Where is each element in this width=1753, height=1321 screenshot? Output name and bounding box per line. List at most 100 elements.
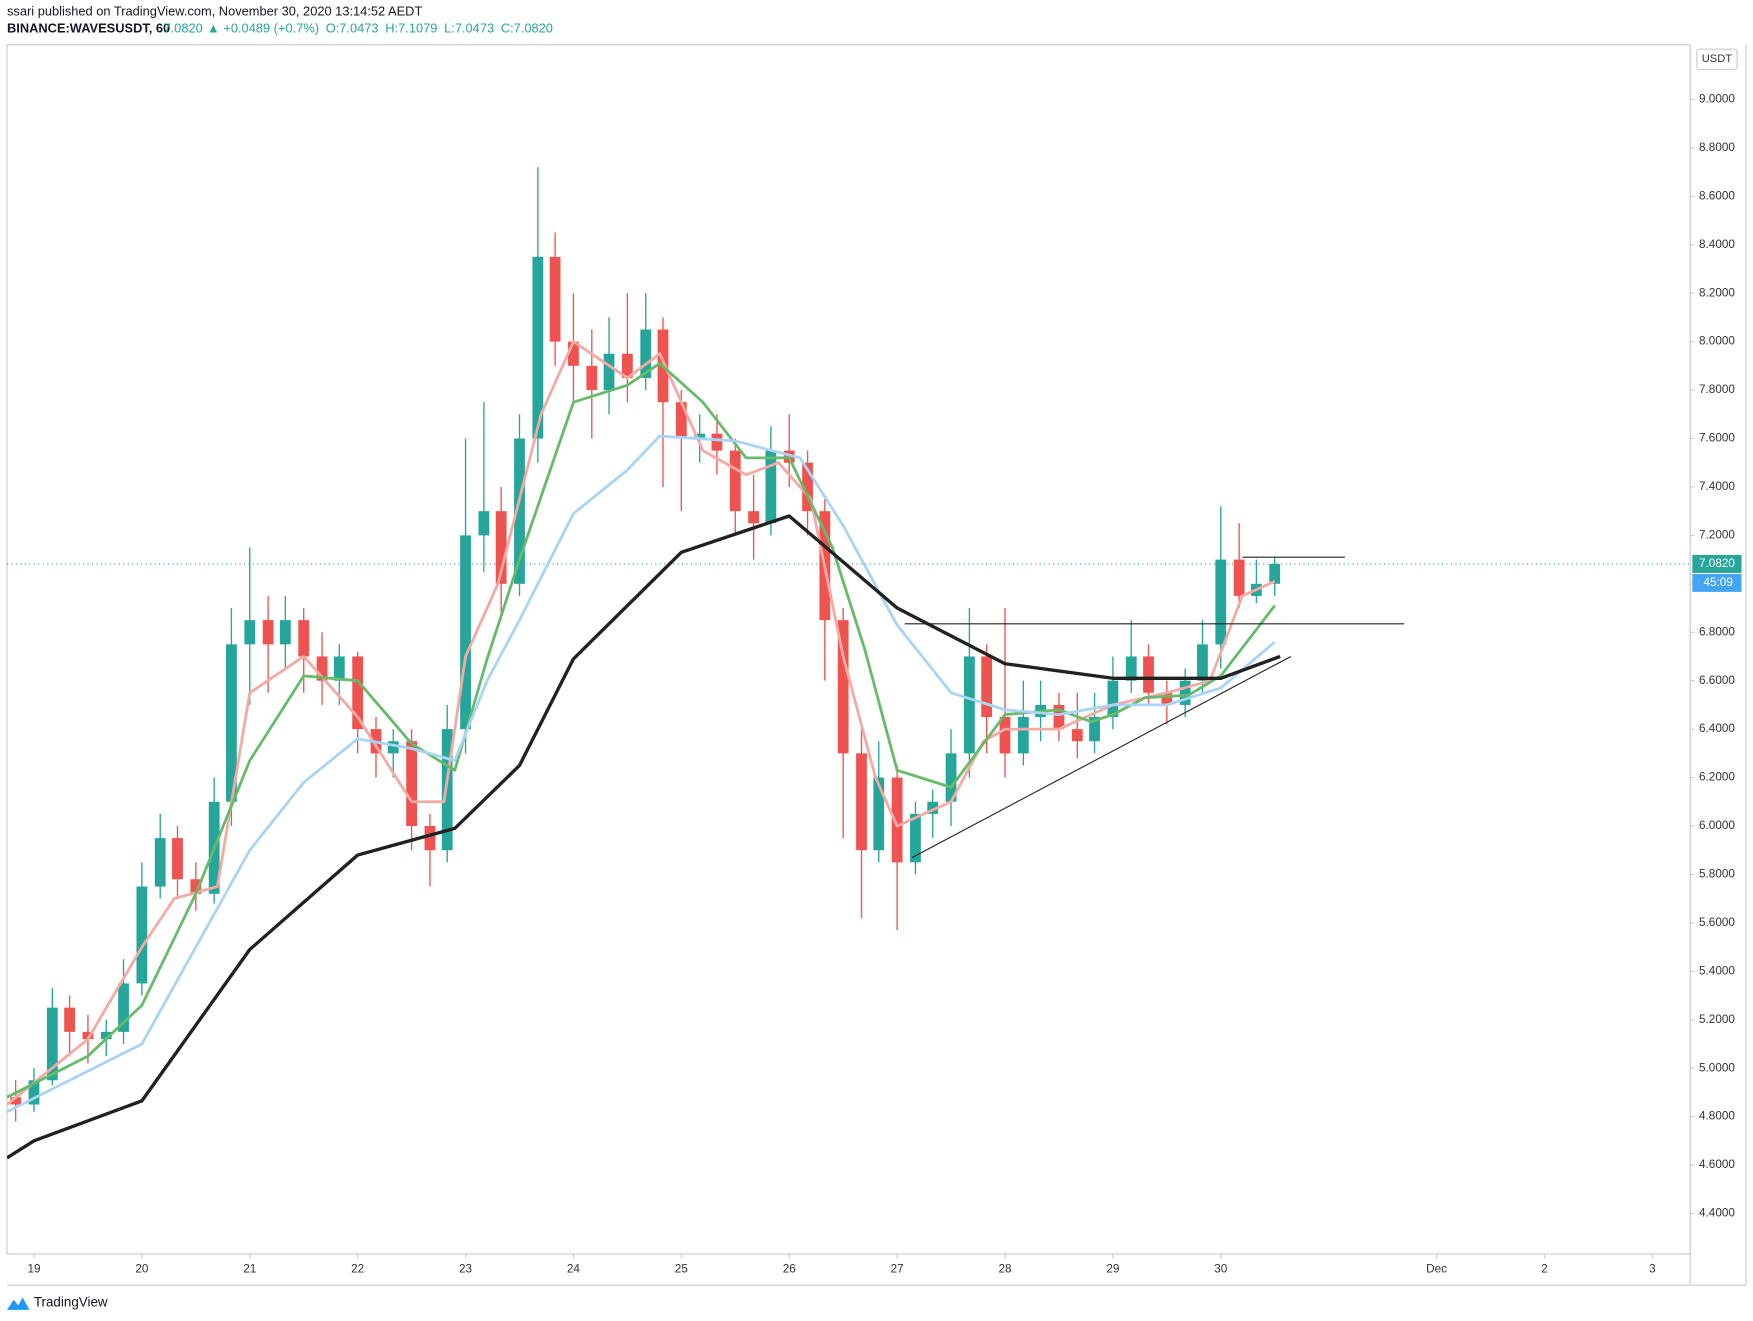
drawing-line — [911, 655, 1292, 858]
y-tick-label: 7.4000 — [1699, 480, 1735, 493]
candle-body — [406, 741, 417, 826]
candle-body — [603, 353, 615, 391]
y-tick-label: 8.2000 — [1699, 286, 1735, 299]
candle-body — [873, 777, 885, 851]
y-tick-label: 4.6000 — [1699, 1158, 1735, 1171]
candle-body — [549, 256, 561, 342]
candle-body — [262, 620, 274, 645]
candle-body — [837, 620, 849, 754]
y-tick-label: 6.6000 — [1699, 674, 1735, 687]
y-tick-label: 4.8000 — [1699, 1110, 1735, 1123]
y-tick-label: 4.4000 — [1699, 1207, 1735, 1220]
x-tick-label: 25 — [675, 1263, 689, 1276]
candle-body — [1197, 644, 1208, 681]
candle-body — [424, 825, 436, 851]
header-ohlc: C:7.0820 — [501, 20, 553, 35]
last-price-box — [1692, 555, 1742, 573]
currency-box — [1696, 48, 1738, 70]
candle-body — [46, 1007, 58, 1081]
candle-body — [279, 620, 291, 645]
candle-body — [64, 1007, 75, 1032]
candle-body — [856, 753, 867, 851]
x-tick-label: 3 — [1649, 1263, 1656, 1276]
candle-body — [82, 1031, 94, 1040]
y-tick-label: 8.4000 — [1699, 238, 1735, 251]
candle-body — [244, 620, 256, 645]
moving-average — [7, 514, 1281, 1160]
y-tick-label: 5.8000 — [1699, 868, 1735, 881]
y-tick-label: 9.0000 — [1699, 93, 1735, 106]
candle-body — [711, 433, 723, 451]
candle-body — [1269, 563, 1281, 584]
candle-body — [28, 1080, 40, 1105]
logo-icon — [7, 1297, 30, 1310]
candle-body — [640, 329, 652, 378]
y-tick-label: 7.2000 — [1699, 528, 1735, 541]
countdown: 45:09 — [1704, 576, 1733, 589]
candle-body — [1215, 559, 1227, 645]
y-tick-label: 6.4000 — [1699, 722, 1735, 735]
candle-body — [1071, 729, 1083, 742]
candle-body — [802, 462, 813, 512]
candle-body — [999, 717, 1011, 754]
header-ohlc: O:7.0473 — [326, 20, 379, 35]
candle-body — [694, 433, 706, 439]
y-tick-label: 5.6000 — [1699, 916, 1735, 929]
candle-body — [729, 450, 741, 512]
header-ohlc: L:7.0473 — [444, 20, 494, 35]
candle-body — [1089, 717, 1100, 742]
y-tick-label: 5.2000 — [1699, 1013, 1735, 1026]
candle-body — [1017, 717, 1029, 754]
candle-body — [478, 511, 490, 536]
candle-body — [891, 777, 903, 863]
candle-body — [190, 879, 202, 894]
y-tick-label: 5.4000 — [1699, 964, 1735, 977]
y-tick-label: 8.8000 — [1699, 141, 1735, 154]
plot — [7, 167, 1691, 1160]
candle-body — [118, 983, 129, 1032]
header-change: ▲ +0.0489 (+0.7%) — [207, 20, 319, 35]
x-tick-label: 22 — [351, 1263, 364, 1276]
candle-body — [10, 1097, 22, 1105]
candle-body — [621, 353, 633, 378]
candle-body — [927, 801, 939, 814]
candle-body — [100, 1031, 112, 1040]
x-tick-label: 28 — [998, 1263, 1012, 1276]
moving-average — [7, 340, 1276, 1106]
candle-body — [964, 656, 975, 754]
candle-body — [748, 511, 760, 524]
x-tick-label: Dec — [1426, 1263, 1447, 1276]
y-tick-label: 7.6000 — [1699, 432, 1735, 445]
candle-body — [514, 438, 525, 584]
y-tick-label: 7.8000 — [1699, 383, 1735, 396]
candle-body — [945, 753, 957, 802]
y-tick-label: 6.8000 — [1699, 625, 1735, 638]
candle-body — [154, 838, 166, 887]
x-tick-label: 24 — [567, 1263, 581, 1276]
publisher: ssari published on TradingView.com, Nove… — [7, 4, 422, 19]
x-tick-label: 29 — [1106, 1263, 1119, 1276]
candle-body — [586, 365, 598, 391]
candle-body — [460, 535, 471, 730]
x-tick-label: 30 — [1214, 1263, 1228, 1276]
y-tick-label: 8.0000 — [1699, 335, 1735, 348]
candle-body — [1107, 680, 1119, 718]
candle-body — [1125, 656, 1137, 681]
candle-body — [136, 886, 148, 984]
candle-body — [532, 256, 544, 439]
candle-body — [172, 838, 183, 880]
candle-body — [675, 402, 687, 439]
candle-body — [765, 450, 777, 524]
y-tick-label: 8.6000 — [1699, 189, 1735, 202]
candle-body — [981, 656, 993, 718]
candle-body — [333, 656, 345, 681]
x-tick-label: 26 — [783, 1263, 796, 1276]
moving-average — [7, 362, 1276, 1099]
x-tick-label: 23 — [459, 1263, 472, 1276]
candle-body — [298, 620, 310, 657]
candle-body — [316, 656, 328, 681]
x-tick-label: 2 — [1541, 1263, 1548, 1276]
last-price-label: 7.0820 — [1699, 557, 1735, 570]
